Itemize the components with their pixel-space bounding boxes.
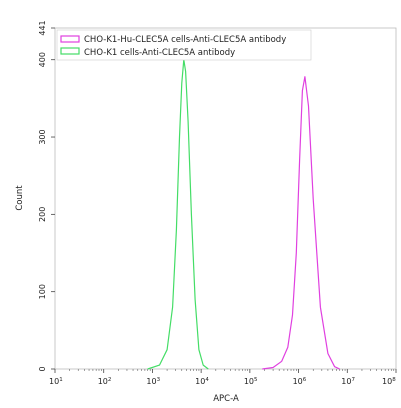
legend-label-series-2: CHO-K1 cells-Anti-CLEC5A antibody bbox=[84, 48, 235, 58]
y-tick-label: 400 bbox=[38, 52, 47, 67]
y-tick-label: 200 bbox=[38, 207, 47, 222]
series-line-1 bbox=[262, 76, 340, 370]
legend-box bbox=[56, 29, 312, 61]
x-tick-label: 108 bbox=[382, 377, 396, 386]
legend-item-series-2: CHO-K1 cells-Anti-CLEC5A antibody bbox=[60, 47, 235, 58]
y-axis: 0 100 200 300 400 441 bbox=[38, 20, 55, 372]
x-tick-label: 101 bbox=[49, 377, 63, 386]
x-axis-label: APC-A bbox=[213, 394, 239, 404]
x-tick-label: 107 bbox=[341, 377, 355, 386]
y-tick-label: 100 bbox=[38, 284, 47, 299]
legend-label-series-1: CHO-K1-Hu-CLEC5A cells-Anti-CLEC5A antib… bbox=[84, 35, 286, 45]
x-tick-label: 105 bbox=[244, 377, 258, 386]
x-tick-label: 104 bbox=[195, 377, 209, 386]
x-tick-label: 102 bbox=[98, 377, 112, 386]
y-tick-label: 300 bbox=[38, 129, 47, 144]
y-axis-label: Count bbox=[15, 185, 25, 211]
legend-swatch-series-1 bbox=[60, 35, 80, 43]
x-tick-label: 106 bbox=[293, 377, 307, 386]
legend-swatch-series-2 bbox=[60, 47, 80, 55]
y-tick-label: 0 bbox=[38, 366, 47, 371]
x-tick-label: 103 bbox=[146, 377, 160, 386]
y-tick-label: 441 bbox=[38, 20, 47, 35]
legend-item-series-1: CHO-K1-Hu-CLEC5A cells-Anti-CLEC5A antib… bbox=[60, 35, 286, 45]
plot-area bbox=[54, 27, 397, 370]
x-axis: 101 102 103 104 105 106 107 108 bbox=[49, 369, 397, 386]
